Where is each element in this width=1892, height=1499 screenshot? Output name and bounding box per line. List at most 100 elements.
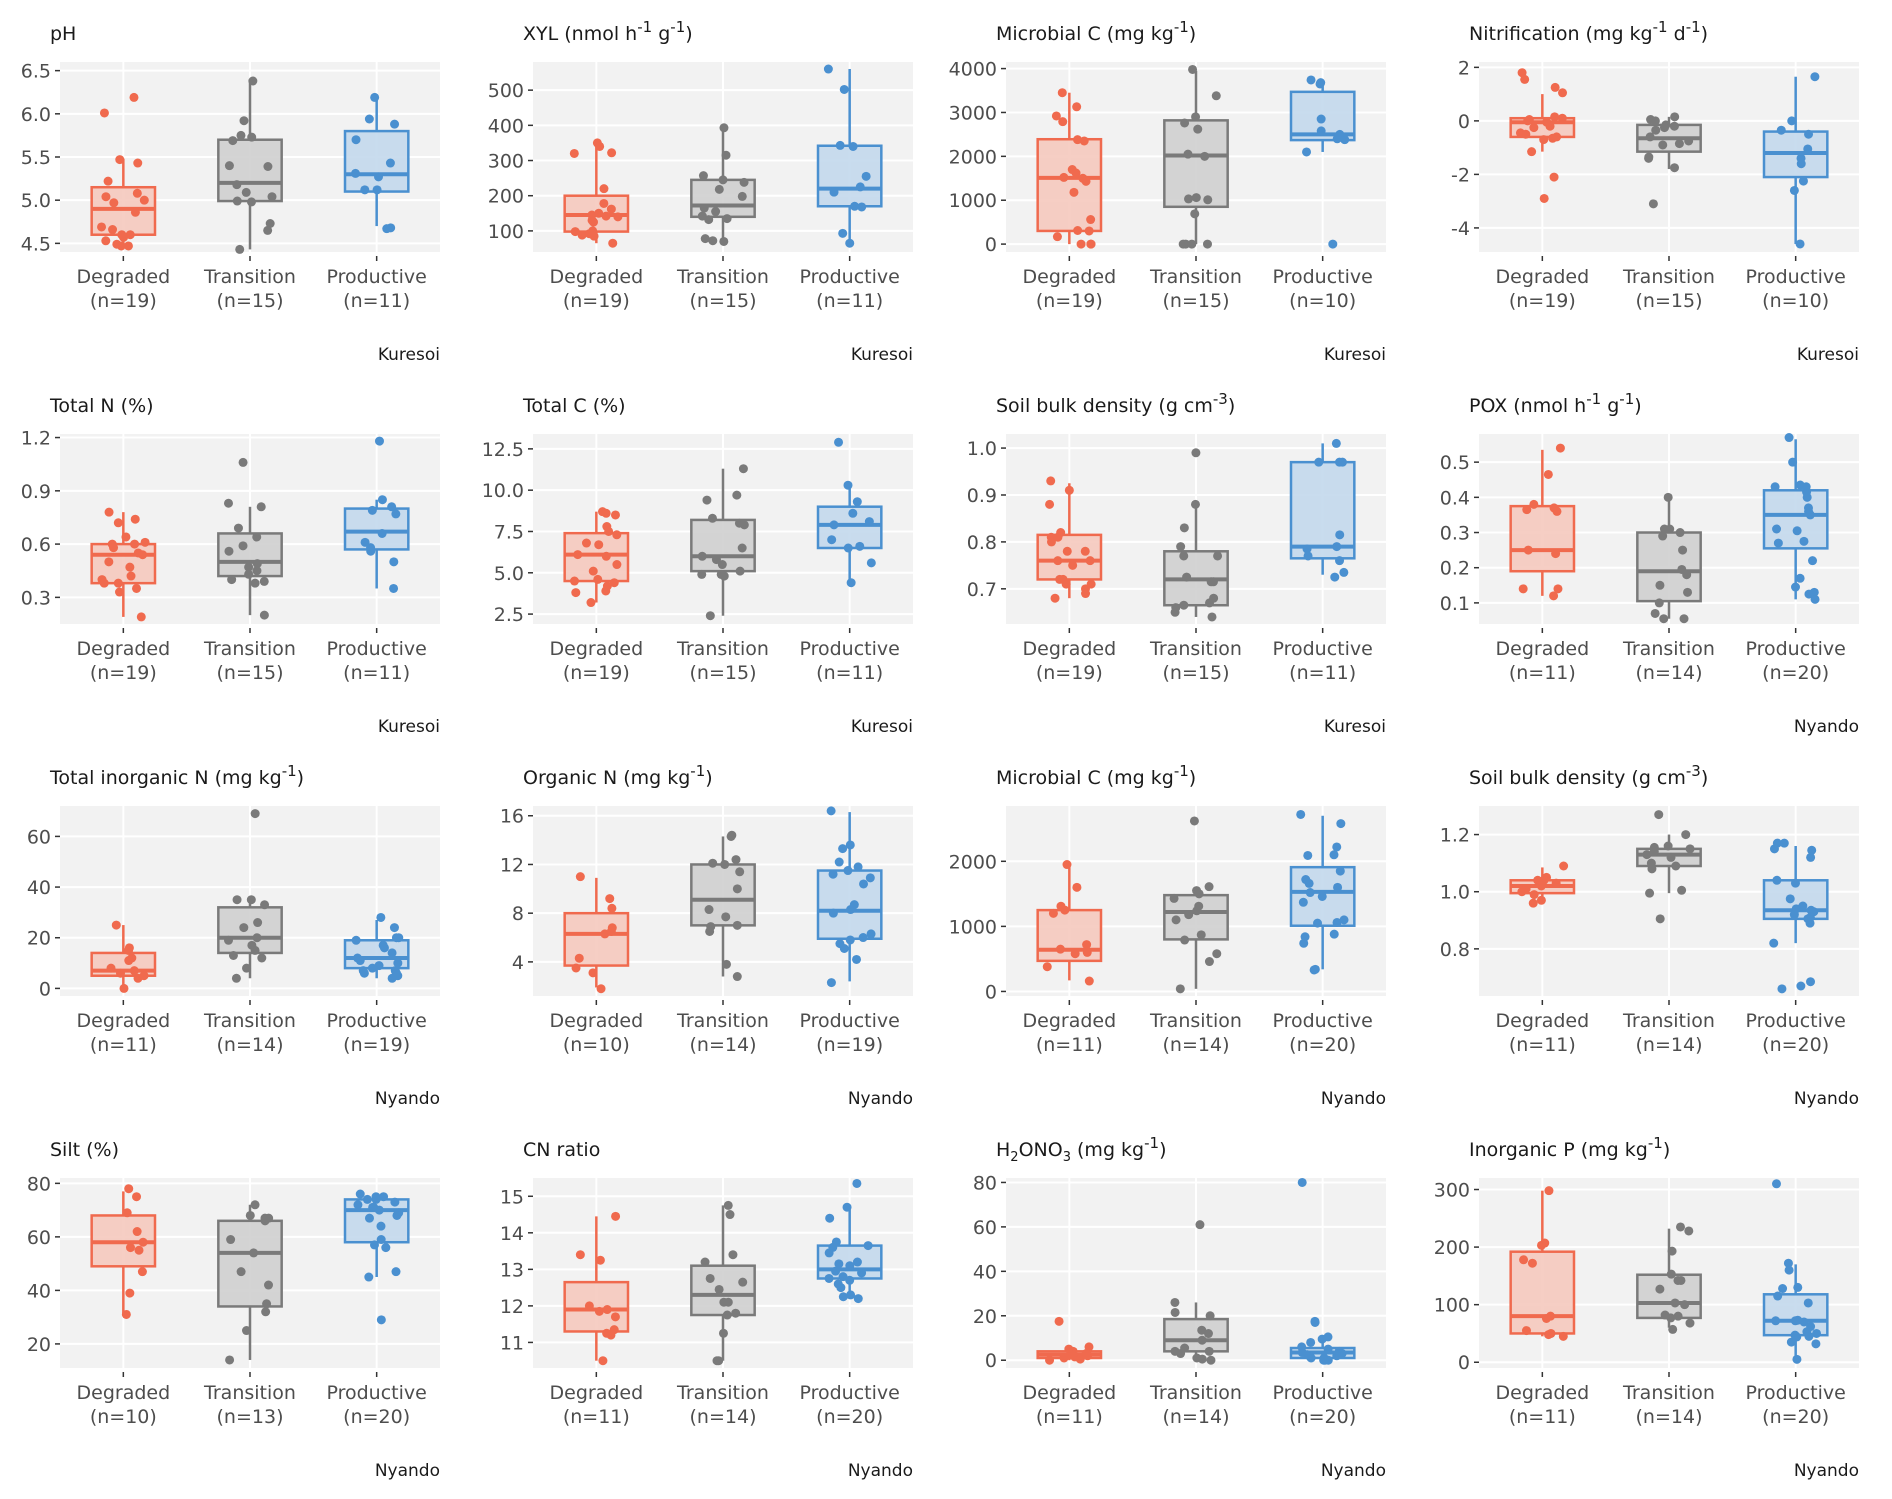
data-point (1042, 962, 1052, 972)
data-point (855, 182, 865, 192)
data-point (1061, 579, 1071, 589)
y-tick-label: 0 (985, 981, 997, 1003)
data-point (1675, 1222, 1685, 1232)
data-point (133, 973, 143, 983)
data-point (1064, 485, 1074, 495)
data-point (1045, 1355, 1055, 1365)
data-point (122, 1208, 132, 1218)
data-point (374, 1205, 384, 1215)
data-point (232, 895, 242, 905)
data-point (1659, 123, 1669, 133)
x-tick-n-label: (n=15) (1163, 290, 1230, 312)
data-point (1550, 82, 1560, 92)
data-point (1178, 239, 1188, 249)
title-superscript: -1 (1144, 1134, 1159, 1152)
data-point (855, 541, 865, 551)
x-tick-label: Transition (203, 266, 296, 288)
x-tick-n-label: (n=15) (690, 662, 757, 684)
box-productive (816, 64, 883, 248)
data-point (698, 171, 708, 181)
x-tick-n-label: (n=20) (343, 1406, 410, 1428)
y-tick-label: 2 (1458, 57, 1470, 79)
x-tick-label: Degraded (77, 266, 171, 288)
box-iqr (1289, 460, 1356, 560)
data-point (1086, 215, 1096, 225)
box-productive (343, 436, 410, 593)
data-point (223, 935, 233, 945)
data-point (265, 219, 275, 228)
data-point (121, 532, 131, 542)
data-point (852, 954, 862, 964)
data-point (262, 1299, 272, 1309)
data-point (1670, 1298, 1680, 1308)
data-point (104, 507, 114, 517)
y-tick-label: 8 (512, 903, 524, 925)
data-point (377, 495, 387, 505)
title-superscript: -3 (1213, 390, 1228, 408)
data-point (1529, 890, 1539, 900)
data-point (376, 1315, 386, 1325)
title-text: Inorganic P (mg kg (1469, 1139, 1648, 1161)
x-tick-n-label: (n=11) (1509, 1034, 1576, 1056)
data-point (1551, 549, 1561, 559)
y-tick-label: 5.0 (21, 190, 51, 212)
data-point (1179, 523, 1189, 533)
site-label: Kuresoi (851, 345, 913, 365)
data-point (708, 858, 718, 868)
data-point (714, 1284, 724, 1294)
box-productive (343, 92, 410, 234)
data-point (593, 574, 603, 584)
data-point (719, 236, 729, 246)
data-point (1329, 929, 1339, 939)
data-point (1339, 567, 1349, 577)
data-point (1053, 556, 1063, 566)
data-point (253, 918, 263, 928)
box-iqr (1163, 1317, 1229, 1353)
data-point (1072, 102, 1082, 112)
data-point (569, 576, 579, 586)
title-text: Total N (%) (49, 395, 154, 417)
box-productive (1289, 1177, 1356, 1365)
data-point (720, 859, 730, 869)
data-point (224, 161, 234, 171)
data-point (602, 1305, 612, 1315)
data-point (1190, 499, 1200, 509)
x-tick-n-label: (n=13) (217, 1406, 284, 1428)
data-point (267, 192, 277, 202)
data-point (227, 575, 237, 585)
x-tick-n-label: (n=15) (217, 662, 284, 684)
box-transition (1636, 492, 1702, 624)
box-transition (690, 464, 756, 621)
x-tick-label: Transition (203, 1382, 296, 1404)
x-tick-n-label: (n=15) (690, 290, 757, 312)
y-tick-label: 1000 (949, 190, 997, 212)
data-point (1666, 1313, 1676, 1323)
data-point (389, 583, 399, 593)
x-tick-label: Transition (676, 1382, 769, 1404)
data-point (1537, 1240, 1547, 1250)
data-point (1184, 910, 1194, 920)
y-tick-label: 1.0 (1440, 882, 1470, 904)
data-point (1304, 878, 1314, 888)
data-point (594, 208, 604, 218)
data-point (1778, 1284, 1788, 1294)
box-degraded (1509, 68, 1576, 203)
data-point (1316, 114, 1326, 124)
y-tick-label: 1.2 (1440, 825, 1470, 847)
x-tick-label: Degraded (1496, 638, 1590, 660)
data-point (732, 884, 742, 894)
data-point (1805, 918, 1815, 928)
data-point (596, 984, 606, 994)
data-point (129, 92, 139, 102)
y-tick-label: 0 (39, 978, 51, 1000)
title-text: Organic N (mg kg (523, 767, 690, 789)
y-tick-label: 0 (985, 234, 997, 256)
data-point (1558, 88, 1568, 98)
data-point (1671, 861, 1681, 871)
data-point (389, 923, 399, 933)
data-point (1792, 526, 1802, 536)
data-point (1048, 908, 1058, 918)
data-point (823, 64, 833, 74)
data-point (1335, 866, 1345, 876)
data-point (1795, 573, 1805, 583)
